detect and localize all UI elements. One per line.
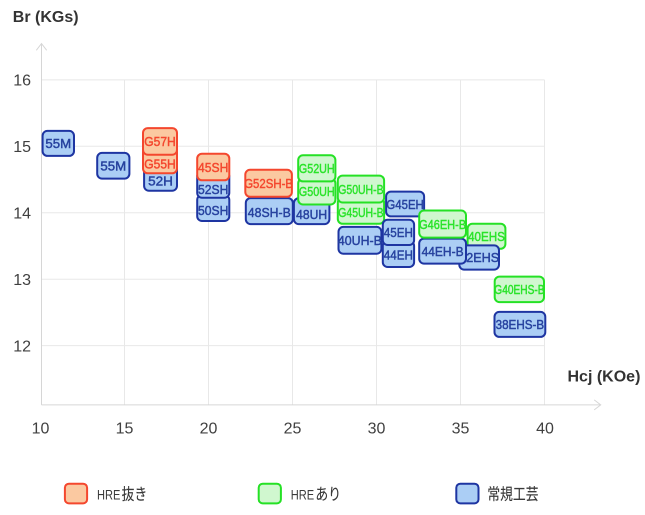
- svg-text:G52UH: G52UH: [299, 161, 335, 176]
- svg-text:Br (KGs): Br (KGs): [13, 9, 79, 26]
- svg-text:48SH-B: 48SH-B: [248, 205, 291, 220]
- svg-text:30: 30: [368, 421, 386, 438]
- svg-text:G45UH-B: G45UH-B: [338, 205, 384, 220]
- svg-text:20: 20: [200, 421, 218, 438]
- svg-text:15: 15: [13, 139, 31, 156]
- svg-text:40EHS: 40EHS: [468, 229, 505, 244]
- svg-text:HRE: HRE: [97, 488, 120, 503]
- svg-text:15: 15: [116, 421, 134, 438]
- svg-text:45SH: 45SH: [198, 160, 228, 175]
- svg-text:42EHS: 42EHS: [459, 250, 499, 265]
- svg-text:13: 13: [13, 272, 31, 289]
- svg-text:G55H: G55H: [144, 156, 175, 171]
- svg-text:40UH-B: 40UH-B: [338, 233, 382, 248]
- svg-text:52SH: 52SH: [198, 182, 228, 197]
- svg-text:G46EH-B: G46EH-B: [419, 217, 466, 232]
- svg-text:G45EH: G45EH: [386, 197, 423, 212]
- svg-text:44EH: 44EH: [384, 248, 413, 263]
- svg-text:G57H: G57H: [144, 134, 175, 149]
- svg-text:16: 16: [13, 73, 31, 90]
- svg-text:G52SH-B: G52SH-B: [244, 176, 293, 191]
- svg-text:45EH: 45EH: [384, 225, 413, 240]
- svg-text:55M: 55M: [45, 136, 71, 151]
- svg-text:52H: 52H: [148, 173, 173, 188]
- svg-text:10: 10: [32, 421, 50, 438]
- svg-text:38EHS-B: 38EHS-B: [496, 317, 545, 332]
- svg-text:G50UH-B: G50UH-B: [338, 182, 384, 197]
- svg-text:50SH: 50SH: [198, 203, 228, 218]
- svg-text:44EH-B: 44EH-B: [422, 244, 464, 259]
- svg-text:40: 40: [536, 421, 554, 438]
- svg-text:48UH: 48UH: [296, 207, 327, 222]
- svg-text:G50UH: G50UH: [299, 184, 335, 199]
- svg-text:HRE: HRE: [291, 488, 314, 503]
- svg-text:12: 12: [13, 338, 31, 355]
- svg-text:Hcj (KOe): Hcj (KOe): [568, 368, 641, 385]
- svg-text:55M: 55M: [100, 159, 126, 174]
- svg-text:G40EHS-B: G40EHS-B: [494, 282, 544, 297]
- svg-text:14: 14: [13, 205, 31, 222]
- svg-text:35: 35: [452, 421, 470, 438]
- svg-text:25: 25: [284, 421, 302, 438]
